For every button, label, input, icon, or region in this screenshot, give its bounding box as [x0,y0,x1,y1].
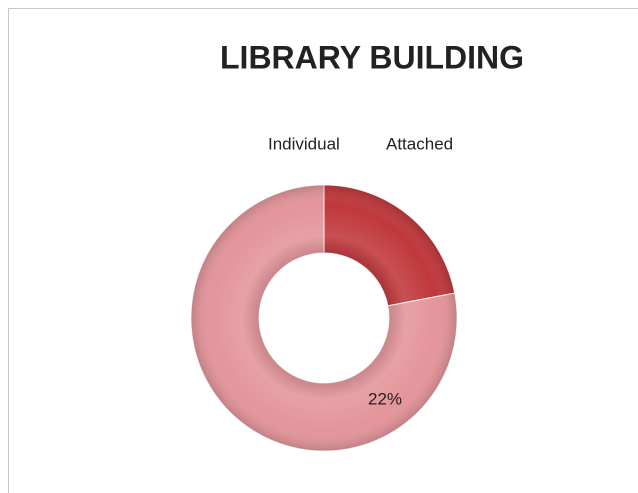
legend-label: Attached [386,134,453,153]
donut [190,184,458,452]
legend-label: Individual [268,134,340,153]
data-label: 22% [368,389,402,408]
donut-shading [191,185,457,451]
chart-title: LIBRARY BUILDING [220,39,524,75]
